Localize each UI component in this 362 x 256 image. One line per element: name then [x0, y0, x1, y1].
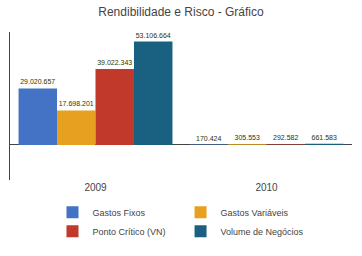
svg-text:39.022.343: 39.022.343: [97, 59, 132, 66]
svg-text:Rendibilidade e Risco - Gráfic: Rendibilidade e Risco - Gráfico: [98, 5, 264, 19]
svg-text:661.583: 661.583: [312, 134, 337, 141]
svg-text:Gastos Variáveis: Gastos Variáveis: [221, 208, 289, 218]
svg-text:2010: 2010: [255, 182, 278, 193]
svg-text:305.553: 305.553: [235, 134, 260, 141]
svg-text:2009: 2009: [84, 182, 107, 193]
svg-text:292.582: 292.582: [273, 134, 298, 141]
svg-text:Ponto Crítico (VN): Ponto Crítico (VN): [93, 227, 166, 237]
svg-text:Volume de Negócios: Volume de Negócios: [221, 227, 304, 237]
svg-text:Gastos Fixos: Gastos Fixos: [93, 208, 146, 218]
svg-text:17.698.201: 17.698.201: [59, 100, 94, 107]
svg-text:53.106.664: 53.106.664: [136, 32, 171, 39]
svg-text:29.020.657: 29.020.657: [20, 78, 55, 85]
svg-text:170.424: 170.424: [196, 135, 221, 142]
